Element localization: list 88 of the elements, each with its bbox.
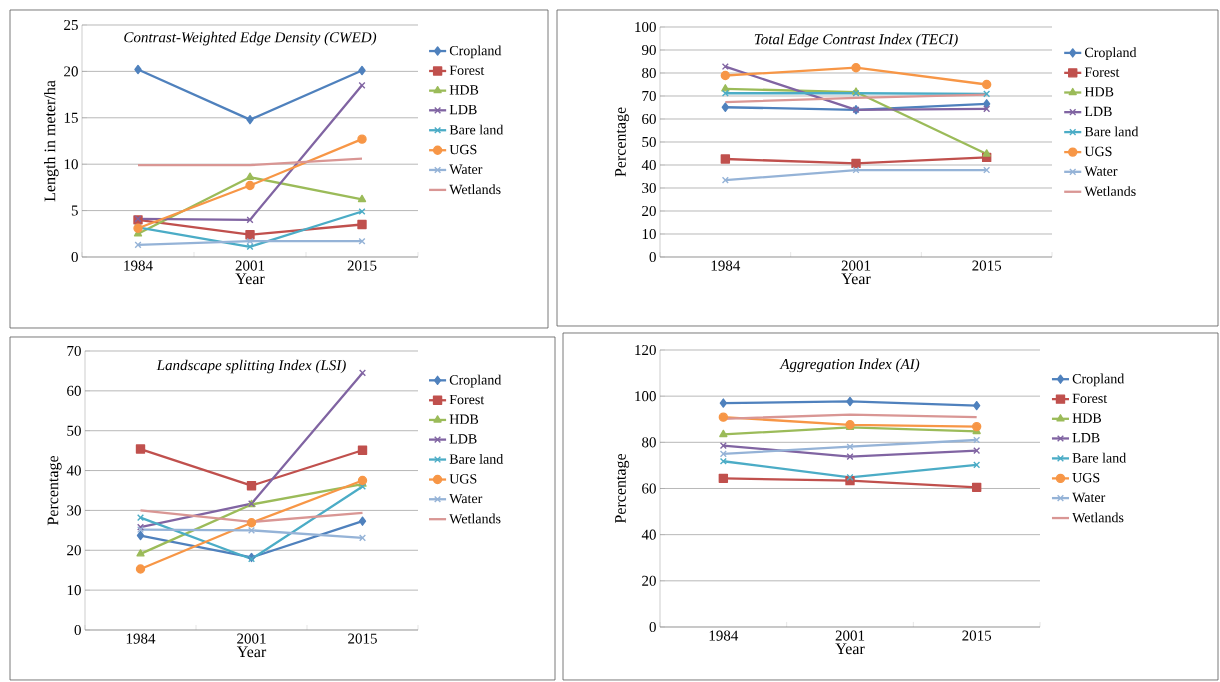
legend-label: Bare land — [1072, 452, 1127, 463]
y-tick-label: 20 — [642, 205, 656, 217]
legend-label: Water — [1084, 166, 1118, 176]
y-tick-label: 60 — [642, 113, 656, 125]
legend-label: Bare land — [1084, 126, 1139, 137]
x-tick-label: 1984 — [124, 260, 153, 271]
legend-label: Forest — [449, 65, 485, 75]
y-tick-label: 40 — [641, 159, 656, 171]
y-tick-label: 10 — [642, 228, 656, 240]
y-axis-title: Length in meter/ha — [44, 80, 59, 202]
legend-label: Forest — [1084, 67, 1120, 77]
chart-title: Contrast-Weighted Edge Density (CWED) — [124, 31, 377, 46]
x-tick-label: 2001 — [835, 630, 865, 641]
legend-label: LDB — [449, 434, 477, 444]
legend-label: Cropland — [1072, 373, 1125, 387]
legend-label: LDB — [1084, 106, 1112, 117]
y-tick-label: 15 — [64, 112, 78, 123]
x-tick-label: 1984 — [126, 633, 156, 644]
y-axis-title: Percentage — [615, 107, 630, 177]
y-tick-label: 30 — [67, 505, 81, 516]
y-tick-label: 60 — [67, 385, 81, 396]
y-tick-label: 90 — [641, 44, 656, 56]
legend-label: UGS — [1072, 473, 1100, 483]
legend-label: HDB — [449, 85, 479, 95]
legend-label: Cropland — [449, 45, 502, 59]
x-tick-label: 2001 — [841, 260, 871, 271]
x-tick-label: 2001 — [235, 260, 265, 271]
y-tick-label: 120 — [635, 344, 656, 356]
y-tick-label: 0 — [649, 251, 656, 263]
legend-label: Bare land — [449, 453, 504, 464]
y-tick-label: 60 — [642, 483, 656, 494]
x-tick-label: 2015 — [972, 260, 1002, 271]
y-axis-title: Percentage — [47, 455, 62, 526]
x-tick-label: 2001 — [237, 633, 266, 644]
y-tick-label: 20 — [642, 575, 656, 586]
legend-label: LDB — [449, 104, 477, 115]
legend-label: Forest — [1072, 393, 1108, 404]
x-tick-label: 1984 — [709, 630, 739, 641]
legend-label: HDB — [1072, 413, 1102, 423]
y-tick-label: 20 — [64, 66, 78, 77]
y-tick-label: 100 — [635, 21, 656, 33]
legend-label: Cropland — [449, 374, 502, 388]
y-tick-label: 30 — [642, 182, 656, 194]
y-tick-label: 0 — [649, 621, 656, 633]
x-axis-title: Year — [835, 643, 865, 655]
text: Landscape splitting Index (LSI) — [156, 359, 346, 374]
legend-label: Wetlands — [449, 513, 501, 524]
y-tick-label: 50 — [642, 136, 656, 148]
x-tick-label: 1984 — [711, 260, 741, 271]
y-tick-label: 70 — [67, 345, 81, 357]
y-tick-label: 100 — [635, 391, 656, 402]
legend-label: Bare land — [449, 124, 504, 135]
legend-label: Water — [1072, 492, 1106, 503]
text: Aggregation Index (AI) — [779, 358, 920, 373]
legend-label: HDB — [449, 414, 479, 424]
y-tick-label: 0 — [71, 251, 78, 263]
y-tick-label: 50 — [67, 425, 81, 436]
legend-label: UGS — [449, 144, 477, 155]
y-axis-title: Percentage — [615, 453, 630, 524]
legend-label: UGS — [449, 474, 477, 484]
x-tick-label: 2015 — [347, 260, 377, 271]
legend-label: Wetlands — [1072, 512, 1124, 523]
legend-label: Forest — [449, 394, 485, 405]
y-tick-label: 5 — [71, 205, 78, 216]
y-tick-label: 10 — [64, 159, 78, 170]
legend-label: Wetlands — [449, 184, 501, 195]
legend-label: Water — [449, 164, 483, 175]
legend-label: HDB — [1084, 87, 1114, 97]
y-tick-label: 10 — [67, 585, 81, 596]
y-tick-label: 25 — [64, 19, 78, 31]
legend-label: UGS — [1084, 146, 1112, 157]
legend-label: LDB — [1072, 433, 1100, 443]
y-tick-label: 0 — [74, 624, 81, 636]
y-tick-label: 40 — [66, 465, 81, 476]
y-tick-label: 40 — [641, 529, 656, 540]
legend-label: Water — [449, 493, 483, 504]
y-tick-label: 80 — [642, 67, 656, 79]
x-axis-title: Year — [236, 646, 267, 658]
x-tick-label: 2015 — [962, 630, 992, 641]
legend-label: Cropland — [1085, 47, 1137, 60]
chart-title: Total Edge Contrast Index (TECI) — [754, 33, 958, 48]
x-axis-title: Year — [235, 273, 265, 285]
y-tick-label: 80 — [642, 437, 656, 448]
legend-label: Wetlands — [1084, 186, 1136, 197]
y-tick-label: 20 — [67, 545, 81, 556]
x-tick-label: 2015 — [348, 633, 377, 644]
x-axis-title: Year — [841, 273, 871, 285]
y-tick-label: 70 — [642, 90, 656, 102]
